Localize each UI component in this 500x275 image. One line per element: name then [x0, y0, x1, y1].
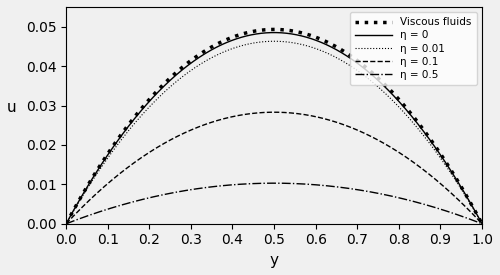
Legend: Viscous fluids, η = 0, η = 0.01, η = 0.1, η = 0.5: Viscous fluids, η = 0, η = 0.01, η = 0.1… [350, 12, 477, 85]
X-axis label: y: y [270, 253, 278, 268]
Y-axis label: u: u [7, 100, 16, 115]
